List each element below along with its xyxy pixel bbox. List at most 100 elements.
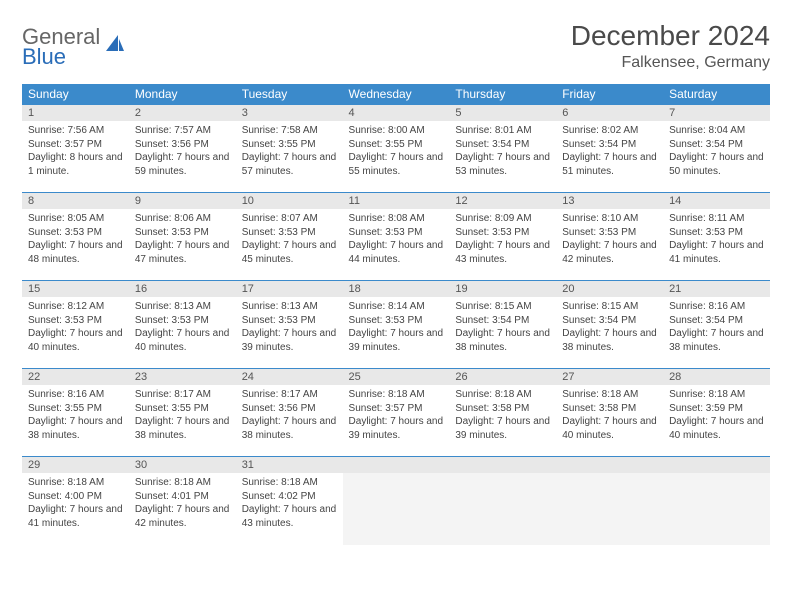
sunrise-text: Sunrise: 8:18 AM: [562, 388, 657, 402]
sunset-text: Sunset: 3:53 PM: [455, 226, 550, 240]
daylight-text: Daylight: 7 hours and 51 minutes.: [562, 151, 657, 178]
daylight-text: Daylight: 7 hours and 39 minutes.: [242, 327, 337, 354]
day-number: 26: [449, 369, 556, 385]
day-number: 29: [22, 457, 129, 473]
day-cell: 26Sunrise: 8:18 AMSunset: 3:58 PMDayligh…: [449, 369, 556, 457]
day-number: 2: [129, 105, 236, 121]
day-body: Sunrise: 8:18 AMSunset: 4:00 PMDaylight:…: [22, 473, 129, 534]
sunrise-text: Sunrise: 8:16 AM: [669, 300, 764, 314]
day-cell: 3Sunrise: 7:58 AMSunset: 3:55 PMDaylight…: [236, 105, 343, 193]
daylight-text: Daylight: 7 hours and 38 minutes.: [28, 415, 123, 442]
day-header-cell: Monday: [129, 84, 236, 105]
day-cell: 8Sunrise: 8:05 AMSunset: 3:53 PMDaylight…: [22, 193, 129, 281]
day-number: 22: [22, 369, 129, 385]
day-body: Sunrise: 8:04 AMSunset: 3:54 PMDaylight:…: [663, 121, 770, 182]
daylight-text: Daylight: 7 hours and 38 minutes.: [455, 327, 550, 354]
sunrise-text: Sunrise: 8:01 AM: [455, 124, 550, 138]
day-number: 28: [663, 369, 770, 385]
sunset-text: Sunset: 3:55 PM: [28, 402, 123, 416]
day-cell: 31Sunrise: 8:18 AMSunset: 4:02 PMDayligh…: [236, 457, 343, 545]
sunrise-text: Sunrise: 8:15 AM: [562, 300, 657, 314]
sunset-text: Sunset: 3:54 PM: [669, 138, 764, 152]
day-header-cell: Saturday: [663, 84, 770, 105]
day-number: 15: [22, 281, 129, 297]
sunrise-text: Sunrise: 8:13 AM: [242, 300, 337, 314]
day-body: Sunrise: 8:10 AMSunset: 3:53 PMDaylight:…: [556, 209, 663, 270]
daylight-text: Daylight: 7 hours and 45 minutes.: [242, 239, 337, 266]
sunset-text: Sunset: 3:54 PM: [562, 138, 657, 152]
day-cell: 30Sunrise: 8:18 AMSunset: 4:01 PMDayligh…: [129, 457, 236, 545]
day-cell: 6Sunrise: 8:02 AMSunset: 3:54 PMDaylight…: [556, 105, 663, 193]
day-number: 19: [449, 281, 556, 297]
day-body: Sunrise: 8:18 AMSunset: 4:01 PMDaylight:…: [129, 473, 236, 534]
logo: General Blue: [22, 26, 126, 68]
sunrise-text: Sunrise: 8:09 AM: [455, 212, 550, 226]
sunset-text: Sunset: 3:54 PM: [669, 314, 764, 328]
sail-icon: [104, 33, 126, 60]
week-row: 1Sunrise: 7:56 AMSunset: 3:57 PMDaylight…: [22, 105, 770, 193]
day-body: Sunrise: 7:57 AMSunset: 3:56 PMDaylight:…: [129, 121, 236, 182]
day-number: 6: [556, 105, 663, 121]
sunset-text: Sunset: 3:53 PM: [349, 226, 444, 240]
sunrise-text: Sunrise: 8:15 AM: [455, 300, 550, 314]
sunset-text: Sunset: 3:56 PM: [135, 138, 230, 152]
day-number: 12: [449, 193, 556, 209]
daylight-text: Daylight: 7 hours and 40 minutes.: [562, 415, 657, 442]
sunset-text: Sunset: 3:55 PM: [242, 138, 337, 152]
day-number: [343, 457, 450, 473]
month-title: December 2024: [571, 20, 770, 52]
title-block: December 2024 Falkensee, Germany: [571, 20, 770, 72]
daylight-text: Daylight: 7 hours and 55 minutes.: [349, 151, 444, 178]
daylight-text: Daylight: 7 hours and 59 minutes.: [135, 151, 230, 178]
sunrise-text: Sunrise: 7:56 AM: [28, 124, 123, 138]
day-cell: 16Sunrise: 8:13 AMSunset: 3:53 PMDayligh…: [129, 281, 236, 369]
day-number: 1: [22, 105, 129, 121]
day-cell: 23Sunrise: 8:17 AMSunset: 3:55 PMDayligh…: [129, 369, 236, 457]
sunset-text: Sunset: 3:58 PM: [562, 402, 657, 416]
day-body: Sunrise: 8:18 AMSunset: 3:58 PMDaylight:…: [449, 385, 556, 446]
day-number: 20: [556, 281, 663, 297]
daylight-text: Daylight: 7 hours and 40 minutes.: [28, 327, 123, 354]
day-number: 31: [236, 457, 343, 473]
day-number: 24: [236, 369, 343, 385]
calendar-table: SundayMondayTuesdayWednesdayThursdayFrid…: [22, 84, 770, 545]
sunset-text: Sunset: 3:53 PM: [28, 314, 123, 328]
daylight-text: Daylight: 7 hours and 38 minutes.: [242, 415, 337, 442]
day-body: Sunrise: 8:13 AMSunset: 3:53 PMDaylight:…: [236, 297, 343, 358]
daylight-text: Daylight: 7 hours and 47 minutes.: [135, 239, 230, 266]
sunset-text: Sunset: 3:54 PM: [455, 138, 550, 152]
day-cell: 25Sunrise: 8:18 AMSunset: 3:57 PMDayligh…: [343, 369, 450, 457]
sunrise-text: Sunrise: 8:18 AM: [349, 388, 444, 402]
day-number: 30: [129, 457, 236, 473]
sunrise-text: Sunrise: 8:13 AM: [135, 300, 230, 314]
sunset-text: Sunset: 4:02 PM: [242, 490, 337, 504]
day-number: 17: [236, 281, 343, 297]
sunrise-text: Sunrise: 8:18 AM: [242, 476, 337, 490]
daylight-text: Daylight: 7 hours and 57 minutes.: [242, 151, 337, 178]
daylight-text: Daylight: 7 hours and 42 minutes.: [562, 239, 657, 266]
day-body: Sunrise: 8:13 AMSunset: 3:53 PMDaylight:…: [129, 297, 236, 358]
day-cell: 21Sunrise: 8:16 AMSunset: 3:54 PMDayligh…: [663, 281, 770, 369]
daylight-text: Daylight: 7 hours and 43 minutes.: [455, 239, 550, 266]
sunset-text: Sunset: 3:53 PM: [669, 226, 764, 240]
day-cell: [663, 457, 770, 545]
day-cell: [556, 457, 663, 545]
sunrise-text: Sunrise: 8:11 AM: [669, 212, 764, 226]
day-body: Sunrise: 8:18 AMSunset: 3:57 PMDaylight:…: [343, 385, 450, 446]
day-cell: 19Sunrise: 8:15 AMSunset: 3:54 PMDayligh…: [449, 281, 556, 369]
day-header-cell: Friday: [556, 84, 663, 105]
daylight-text: Daylight: 7 hours and 40 minutes.: [135, 327, 230, 354]
day-body: Sunrise: 8:14 AMSunset: 3:53 PMDaylight:…: [343, 297, 450, 358]
sunset-text: Sunset: 4:01 PM: [135, 490, 230, 504]
day-number: [449, 457, 556, 473]
day-cell: 1Sunrise: 7:56 AMSunset: 3:57 PMDaylight…: [22, 105, 129, 193]
day-cell: 2Sunrise: 7:57 AMSunset: 3:56 PMDaylight…: [129, 105, 236, 193]
day-header-cell: Sunday: [22, 84, 129, 105]
day-cell: 15Sunrise: 8:12 AMSunset: 3:53 PMDayligh…: [22, 281, 129, 369]
day-body: Sunrise: 8:15 AMSunset: 3:54 PMDaylight:…: [556, 297, 663, 358]
daylight-text: Daylight: 7 hours and 44 minutes.: [349, 239, 444, 266]
day-cell: 20Sunrise: 8:15 AMSunset: 3:54 PMDayligh…: [556, 281, 663, 369]
day-number: 9: [129, 193, 236, 209]
day-number: 25: [343, 369, 450, 385]
day-cell: 11Sunrise: 8:08 AMSunset: 3:53 PMDayligh…: [343, 193, 450, 281]
